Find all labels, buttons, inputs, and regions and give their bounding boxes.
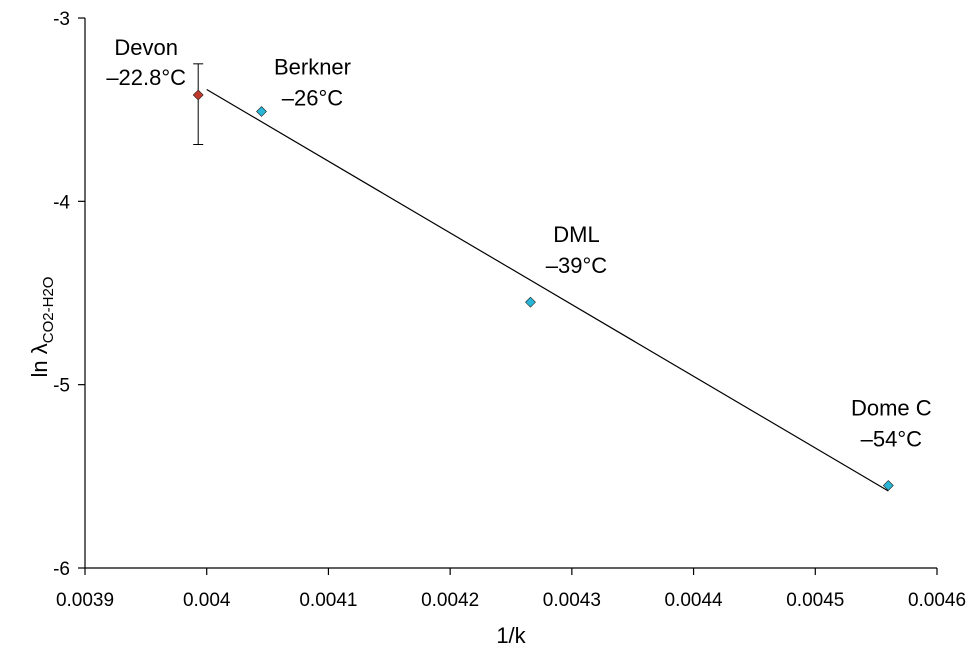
trend-line bbox=[206, 88, 889, 492]
point-temp-label: –22.8°C bbox=[106, 65, 186, 90]
x-axis-ticks: 0.0039 0.004 0.0041 0.0042 0.0043 0.0044 0.004… bbox=[56, 568, 966, 611]
y-axis-title-main: ln λ bbox=[27, 343, 52, 377]
axes bbox=[84, 18, 937, 569]
point-temp-label: –26°C bbox=[282, 86, 344, 111]
data-point bbox=[525, 296, 536, 308]
y-axis-title: ln λCO2-H2O bbox=[27, 277, 57, 378]
data-points bbox=[192, 63, 894, 491]
y-tick-label: -6 bbox=[53, 559, 70, 580]
x-tick-label: 0.0042 bbox=[421, 590, 479, 611]
point-labels: Devon –22.8°C Berkner –26°C DML –39°C Dome C –5… bbox=[106, 35, 931, 452]
x-tick-label: 0.0039 bbox=[56, 590, 114, 611]
point-name-label: Devon bbox=[114, 35, 178, 60]
x-axis-title: 1/k bbox=[496, 623, 526, 648]
data-point bbox=[882, 480, 894, 491]
y-tick-label: -5 bbox=[53, 376, 70, 397]
y-axis-ticks: -6 -5 -4 -3 bbox=[53, 9, 85, 580]
x-tick-label: 0.0046 bbox=[908, 590, 966, 611]
x-tick-label: 0.0043 bbox=[543, 590, 601, 611]
point-temp-label: –39°C bbox=[546, 253, 608, 278]
point-name-label: Dome C bbox=[851, 396, 932, 421]
data-point bbox=[256, 106, 267, 117]
x-tick-label: 0.004 bbox=[183, 590, 231, 611]
x-tick-label: 0.0041 bbox=[299, 590, 357, 611]
x-tick-label: 0.0044 bbox=[665, 590, 724, 611]
y-tick-label: -3 bbox=[53, 9, 70, 30]
y-axis-title-subscript: CO2-H2O bbox=[40, 277, 57, 344]
data-point bbox=[192, 89, 204, 101]
point-name-label: Berkner bbox=[274, 55, 351, 80]
point-temp-label: –54°C bbox=[861, 427, 923, 452]
y-tick-label: -4 bbox=[53, 192, 70, 213]
x-tick-label: 0.0045 bbox=[786, 590, 844, 611]
point-name-label: DML bbox=[553, 222, 599, 247]
